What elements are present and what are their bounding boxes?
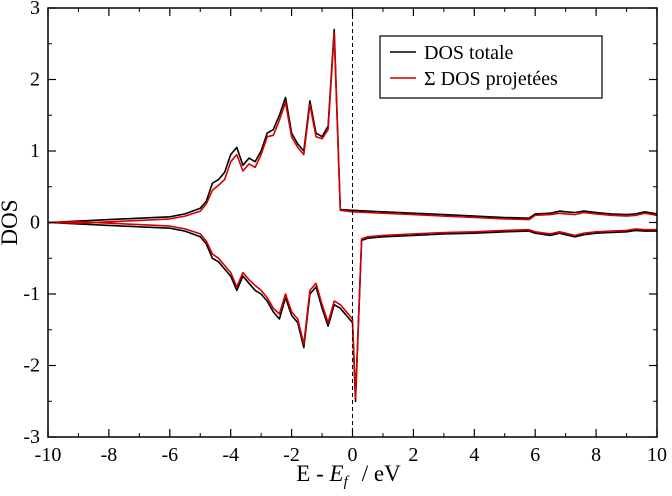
x-tick-label: -4 bbox=[222, 444, 239, 466]
y-tick-label: 0 bbox=[30, 212, 40, 234]
x-axis-title-italic: E bbox=[329, 461, 344, 486]
y-tick-label: -2 bbox=[23, 355, 40, 377]
series-layer bbox=[47, 28, 658, 403]
x-axis-title-prefix: E - bbox=[296, 461, 329, 486]
series-0-spin-down-line bbox=[47, 221, 657, 403]
series-1-spin-up-line bbox=[47, 32, 658, 224]
y-tick-label: 1 bbox=[30, 140, 40, 162]
legend: DOS totale Σ DOS projetées bbox=[379, 35, 603, 99]
x-tick-label: 8 bbox=[591, 444, 601, 466]
x-tick-label: 2 bbox=[408, 444, 418, 466]
series-1-spin-down-line bbox=[47, 221, 657, 399]
x-axis-title-subscript: f bbox=[344, 474, 350, 490]
x-tick-label: 4 bbox=[469, 444, 479, 466]
x-axis-title: E - Ef / eV bbox=[296, 461, 401, 490]
x-tick-label: 0 bbox=[348, 444, 358, 466]
legend-label-dos-totale: DOS totale bbox=[424, 42, 514, 64]
x-tick-label: -8 bbox=[101, 444, 118, 466]
x-axis-title-suffix: / eV bbox=[362, 461, 401, 486]
y-tick-label: -3 bbox=[23, 426, 40, 448]
x-tick-label: -10 bbox=[35, 444, 62, 466]
legend-box bbox=[379, 35, 603, 99]
legend-label-dos-projetees: Σ DOS projetées bbox=[424, 68, 558, 90]
y-tick-label: -1 bbox=[23, 283, 40, 305]
series-0-spin-up-line bbox=[47, 28, 658, 224]
x-tick-label: 10 bbox=[647, 444, 667, 466]
y-tick-label: 2 bbox=[30, 69, 40, 91]
x-tick-label: -2 bbox=[283, 444, 300, 466]
y-tick-label: 3 bbox=[30, 0, 40, 19]
x-tick-label: 6 bbox=[530, 444, 540, 466]
x-tick-label: -6 bbox=[161, 444, 178, 466]
y-axis-title: DOS bbox=[0, 199, 22, 245]
